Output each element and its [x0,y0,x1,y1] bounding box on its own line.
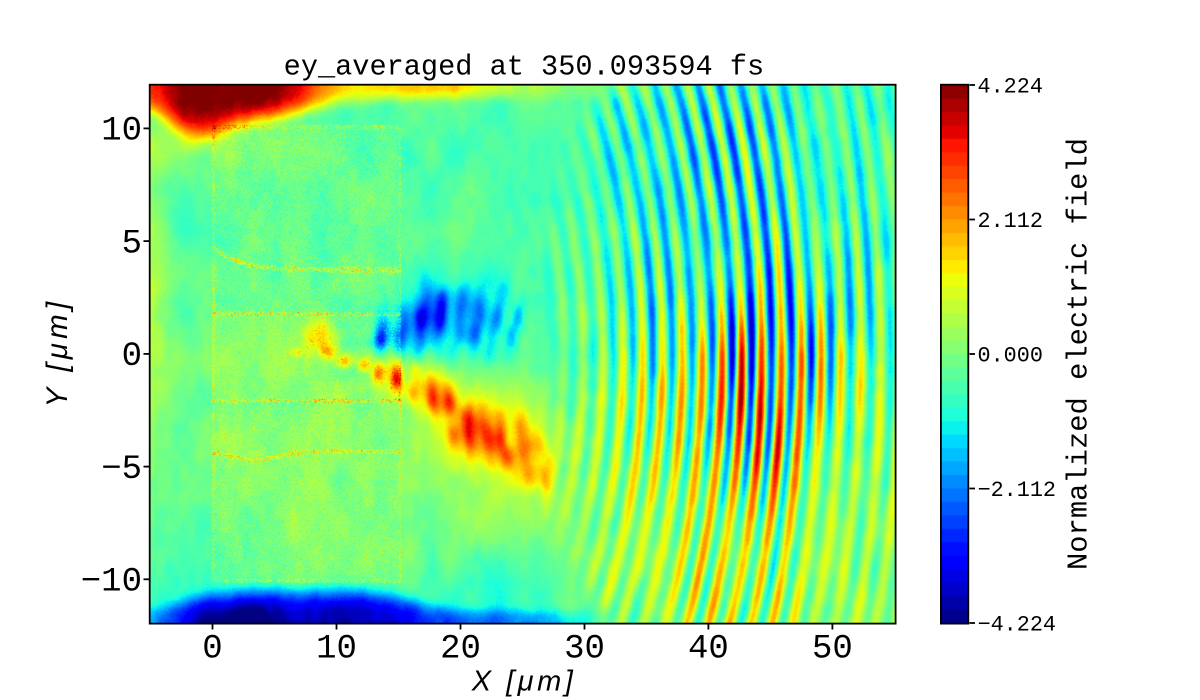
svg-text:−4.224: −4.224 [978,613,1056,638]
svg-text:0: 0 [202,631,222,669]
svg-text:X [μm]: X [μm] [471,665,577,697]
svg-text:2.112: 2.112 [978,209,1043,234]
svg-text:40: 40 [688,631,729,669]
svg-text:10: 10 [101,113,142,151]
svg-text:5: 5 [122,225,142,263]
svg-text:ey_averaged at 350.093594 fs: ey_averaged at 350.093594 fs [284,50,764,83]
svg-text:0.000: 0.000 [978,344,1043,369]
svg-text:4.224: 4.224 [978,75,1043,100]
svg-text:20: 20 [440,631,481,669]
svg-text:30: 30 [564,631,605,669]
svg-text:10: 10 [316,631,357,669]
svg-text:−10: −10 [81,564,142,602]
svg-text:0: 0 [122,338,142,376]
svg-text:Y [μm]: Y [μm] [41,298,74,408]
svg-text:−5: −5 [101,451,142,489]
svg-text:Normalized electric field: Normalized electric field [1063,138,1096,570]
svg-text:−2.112: −2.112 [978,478,1056,503]
svg-text:50: 50 [812,631,853,669]
